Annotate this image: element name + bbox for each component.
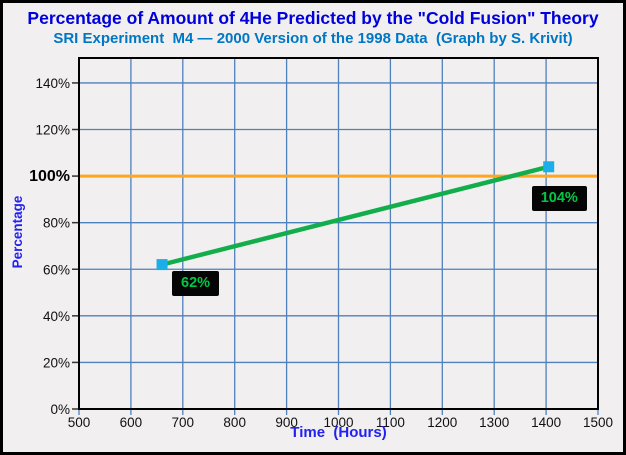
y-axis-title: Percentage bbox=[10, 195, 25, 269]
data-point-label: 62% bbox=[172, 270, 220, 296]
data-point-label: 104% bbox=[531, 185, 587, 211]
x-tick-label: 700 bbox=[172, 415, 195, 430]
y-tick-label: 0% bbox=[50, 402, 70, 417]
x-tick-label: 600 bbox=[120, 415, 143, 430]
plot-area: 500 600 700 800 900 1000 1100 1200 1300 1400 1500 0… bbox=[29, 57, 613, 430]
y-tick-label: 80% bbox=[43, 216, 70, 231]
y-tick-label: 40% bbox=[43, 309, 70, 324]
chart-title: Percentage of Amount of 4He Predicted by… bbox=[27, 8, 599, 28]
x-tick-label: 1000 bbox=[323, 415, 353, 430]
y-tick-label: 20% bbox=[43, 355, 70, 370]
y-tick-label: 60% bbox=[43, 262, 70, 277]
x-tick-label: 1200 bbox=[427, 415, 457, 430]
x-axis-title: Time (Hours) bbox=[290, 424, 387, 441]
y-tick-label: 120% bbox=[35, 123, 70, 138]
x-tick-label: 1100 bbox=[376, 415, 405, 430]
y-tick-label: 100% bbox=[29, 168, 70, 185]
x-tick-label: 900 bbox=[275, 415, 298, 430]
x-tick-label: 1500 bbox=[583, 415, 613, 430]
x-tick-label: 500 bbox=[68, 415, 91, 430]
x-tick-label: 800 bbox=[223, 415, 246, 430]
x-tick-label: 1400 bbox=[531, 415, 561, 430]
x-tick-label: 1300 bbox=[479, 415, 509, 430]
data-point-marker bbox=[543, 161, 555, 173]
plot-frame bbox=[78, 57, 599, 410]
y-tick-label: 140% bbox=[35, 76, 70, 91]
chart-subtitle: SRI Experiment M4 — 2000 Version of the … bbox=[53, 30, 573, 47]
series-line bbox=[161, 164, 550, 267]
data-point-marker bbox=[156, 259, 168, 271]
